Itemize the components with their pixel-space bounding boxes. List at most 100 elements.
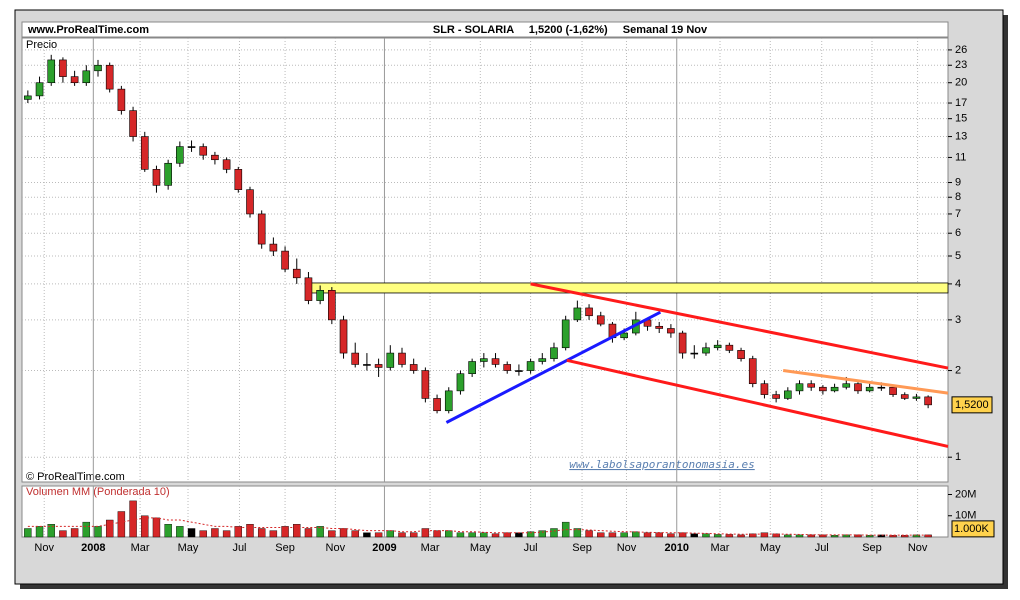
volume-bar (351, 530, 359, 538)
price-tag (951, 396, 993, 414)
x-tick-label: Sep (862, 542, 882, 554)
volume-label: Volumen MM (Ponderada 10) (26, 486, 170, 498)
copyright: © ProRealTime.com (26, 471, 125, 483)
y-tick-label: 9 (955, 176, 961, 188)
candle-body (784, 390, 792, 399)
candle-body (585, 307, 593, 317)
symbol: SLR - SOLARIA (433, 24, 514, 36)
volume-bar (456, 532, 465, 538)
candle-body (900, 394, 909, 399)
x-tick-label: Jul (524, 542, 538, 554)
volume-bar (257, 528, 266, 538)
volume-bar (129, 500, 137, 538)
volume-tag-label: 1.000K (954, 523, 990, 535)
volume-bar (339, 528, 348, 538)
candle-body (550, 347, 558, 359)
volume-bar (760, 532, 769, 538)
candle-body (269, 243, 278, 252)
candle-body (211, 154, 219, 161)
volume-bar (550, 528, 558, 538)
candle-body (830, 386, 839, 392)
y-tick-label: 20 (955, 77, 967, 89)
y-tick-label: 8 (955, 191, 961, 203)
volume-bar (117, 511, 126, 538)
volume-bar (772, 533, 780, 538)
volume-bar (655, 532, 663, 538)
candle-body (667, 328, 675, 334)
volume-bar (515, 532, 523, 538)
candle-body (842, 383, 851, 388)
period: Semanal 19 Nov (623, 24, 708, 36)
volume-bar (35, 526, 44, 538)
header-bar (21, 21, 949, 38)
volume-bar (59, 530, 67, 538)
volume-bar (585, 530, 593, 538)
y-tick-label: 3 (955, 314, 961, 326)
volume-bar (737, 534, 745, 538)
volume-bar (211, 528, 219, 538)
volume-bar (901, 535, 909, 538)
candle-body (655, 325, 664, 329)
watermark: www.labolsaporantonomasia.es (569, 458, 754, 471)
volume-bar (293, 524, 301, 538)
candle-body (187, 146, 196, 148)
volume-bar (924, 534, 932, 538)
x-tick-label: Nov (34, 542, 54, 554)
volume-bar (398, 532, 406, 538)
x-tick-label: Mar (421, 542, 440, 554)
x-tick-label: Nov (908, 542, 928, 554)
volume-bar (82, 521, 91, 538)
volume-bar (222, 530, 231, 538)
y-tick-label: 26 (955, 44, 967, 56)
candle-body (702, 347, 710, 354)
candle-body (246, 189, 254, 215)
volume-bar (573, 528, 582, 538)
x-tick-label: Nov (326, 542, 346, 554)
candle-body (176, 146, 184, 164)
volume-bar (795, 534, 804, 538)
volume-bar (152, 517, 161, 538)
x-tick-label: May (470, 542, 491, 554)
volume-bar (749, 533, 757, 538)
volume-bar (468, 532, 476, 538)
volume-bar (725, 534, 734, 538)
volume-bar (480, 532, 488, 538)
volume-bar (678, 532, 687, 538)
candle-body (795, 383, 804, 392)
change: 1,5200 (-1,62%) (529, 24, 608, 36)
candle-body (526, 361, 535, 371)
y-tick-label: 11 (955, 151, 966, 163)
candle-body (748, 358, 757, 385)
volume-bar (667, 533, 675, 538)
candle-body (865, 386, 874, 392)
volume-bar (386, 530, 395, 538)
volume-bar (538, 530, 546, 538)
volume-bar (304, 528, 313, 538)
volume-ma (27, 517, 929, 536)
candle-body (480, 358, 488, 362)
volume-bar (491, 533, 500, 538)
candle-body (129, 110, 137, 137)
candle-body (94, 64, 102, 72)
x-tick-label: Mar (131, 542, 150, 554)
candle-body (912, 396, 921, 399)
volume-bar (374, 532, 383, 538)
candle-body (515, 370, 523, 372)
site: www.ProRealTime.com (27, 24, 149, 36)
candle-body (772, 394, 780, 399)
y-tick-label: 1 (955, 451, 961, 463)
x-tick-label: Jul (815, 542, 829, 554)
trend-line (782, 369, 949, 395)
candle-body (561, 319, 570, 349)
candle-body (199, 146, 208, 156)
trend-line (530, 282, 949, 370)
x-tick-label: Jul (232, 542, 246, 554)
volume-bar (269, 530, 278, 538)
candle-body (889, 386, 897, 395)
volume-bar (632, 531, 640, 538)
candle-body (59, 59, 67, 77)
candle-body (433, 398, 441, 412)
volume-bar (105, 519, 114, 538)
volume-tag (951, 520, 995, 538)
